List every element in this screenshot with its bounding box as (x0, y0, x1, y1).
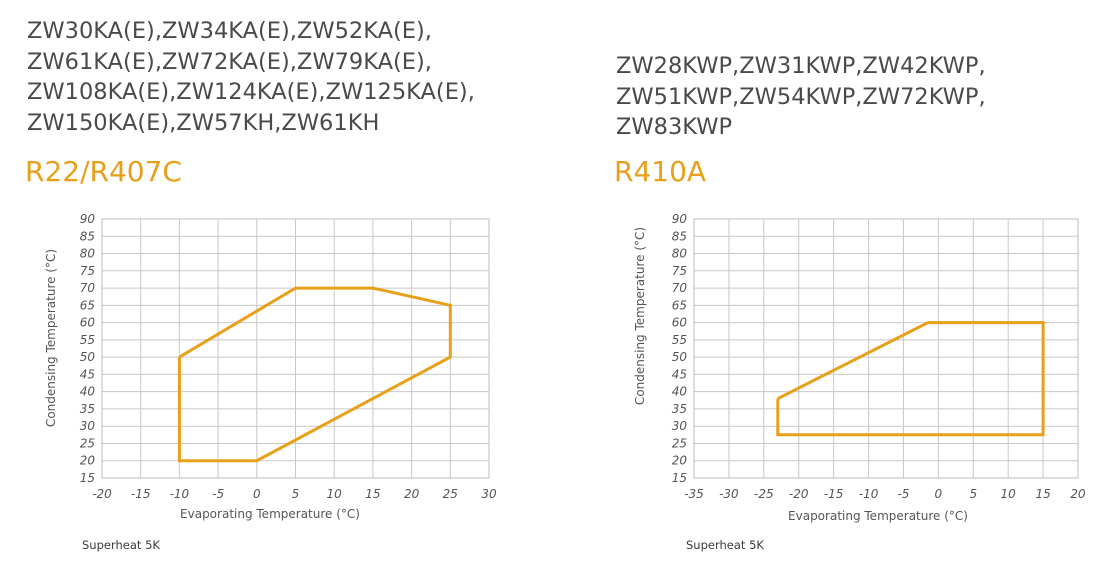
x-tick-label: -10 (859, 487, 879, 501)
y-tick-label: 80 (672, 247, 688, 261)
y-tick-label: 90 (80, 212, 96, 226)
x-tick-label: -25 (754, 487, 774, 501)
y-tick-label: 85 (672, 229, 687, 243)
x-tick-label: 15 (365, 487, 380, 501)
x-tick-label: -5 (212, 487, 224, 501)
y-tick-label: 70 (672, 281, 688, 295)
y-tick-label: 60 (80, 316, 96, 330)
y-tick-label: 25 (80, 436, 95, 450)
y-tick-label: 65 (672, 298, 687, 312)
y-tick-label: 90 (672, 212, 688, 226)
model-line: ZW30KA(E),ZW34KA(E),ZW52KA(E), (27, 18, 432, 44)
x-tick-label: 30 (481, 487, 497, 501)
chart-panel-r410a: ZW28KWP,ZW31KWP,ZW42KWP, ZW51KWP,ZW54KWP… (560, 0, 1120, 565)
model-list: ZW30KA(E),ZW34KA(E),ZW52KA(E), ZW61KA(E)… (27, 16, 475, 138)
y-tick-label: 20 (672, 454, 688, 468)
operating-envelope-line (776, 321, 1045, 437)
y-axis-title: Condensing Temperature (°C) (633, 227, 647, 405)
y-tick-label: 75 (80, 264, 95, 278)
model-list: ZW28KWP,ZW31KWP,ZW42KWP, ZW51KWP,ZW54KWP… (616, 51, 986, 143)
y-tick-label: 30 (80, 419, 96, 433)
x-tick-label: 10 (1001, 487, 1017, 501)
refrigerant-label: R410A (614, 155, 707, 188)
x-tick-label: 5 (292, 487, 300, 501)
superheat-note: Superheat 5K (82, 538, 160, 552)
y-tick-label: 30 (672, 419, 688, 433)
x-tick-label: -10 (170, 487, 190, 501)
y-tick-label: 45 (672, 367, 687, 381)
envelope-chart: -20 -15 -10 -5 0 5 10 15 20 25 30 15 20 25 30 35 40 45 50 5… (44, 212, 497, 521)
y-tick-label: 20 (80, 454, 96, 468)
superheat-note: Superheat 5K (686, 538, 764, 552)
x-tick-label: -15 (131, 487, 151, 501)
plot-frame (693, 218, 1079, 479)
model-line: ZW61KA(E),ZW72KA(E),ZW79KA(E), (27, 48, 432, 75)
x-tick-label: -30 (719, 487, 739, 501)
y-tick-label: 40 (80, 385, 96, 399)
x-tick-label: 15 (1035, 487, 1050, 501)
x-tick-label: -20 (92, 487, 112, 501)
x-axis-title: Evaporating Temperature (°C) (788, 509, 968, 523)
y-tick-label: 75 (672, 264, 687, 278)
y-tick-label: 45 (80, 367, 95, 381)
y-tick-label: 60 (672, 316, 688, 330)
x-tick-label: -15 (824, 487, 844, 501)
y-tick-label: 85 (80, 229, 95, 243)
y-tick-label: 65 (80, 298, 95, 312)
y-tick-label: 25 (672, 436, 687, 450)
y-tick-label: 40 (672, 385, 688, 399)
y-tick-label: 70 (80, 281, 96, 295)
y-tick-label: 50 (80, 350, 96, 364)
x-tick-label: 0 (253, 487, 261, 501)
y-tick-label: 35 (672, 402, 687, 416)
x-tick-label: 10 (327, 487, 343, 501)
x-tick-label: 0 (935, 487, 943, 501)
x-tick-label: 20 (1070, 487, 1086, 501)
refrigerant-label: R22/R407C (25, 155, 182, 188)
plot-frame (101, 218, 490, 479)
x-tick-label: 20 (404, 487, 420, 501)
y-tick-label: 50 (672, 350, 688, 364)
operating-envelope-line (177, 286, 452, 463)
chart-panel-r22: ZW30KA(E),ZW34KA(E),ZW52KA(E), ZW61KA(E)… (25, 16, 497, 552)
y-tick-label: 55 (80, 333, 95, 347)
x-tick-label: -35 (684, 487, 704, 501)
y-tick-label: 55 (672, 333, 687, 347)
x-tick-label: 5 (969, 487, 977, 501)
y-axis-title: Condensing Temperature (°C) (44, 249, 58, 427)
model-line: ZW51KWP,ZW54KWP,ZW72KWP, (616, 83, 986, 110)
y-tick-label: 15 (672, 471, 687, 485)
x-axis-title: Evaporating Temperature (°C) (180, 507, 360, 521)
model-line: ZW83KWP (616, 114, 733, 140)
model-line: ZW28KWP,ZW31KWP,ZW42KWP, (616, 53, 986, 79)
x-tick-label: -20 (789, 487, 809, 501)
y-tick-label: 80 (80, 247, 96, 261)
y-tick-label: 35 (80, 402, 95, 416)
x-tick-label: -5 (897, 487, 909, 501)
y-tick-label: 15 (80, 471, 95, 485)
x-tick-label: 25 (443, 487, 458, 501)
model-line: ZW150KA(E),ZW57KH,ZW61KH (27, 109, 380, 136)
envelope-chart: -35 -30 -25 -20 -15 -10 -5 0 5 10 15 20 15 20 25 30 35 40… (633, 212, 1086, 523)
model-line: ZW108KA(E),ZW124KA(E),ZW125KA(E), (27, 79, 475, 105)
